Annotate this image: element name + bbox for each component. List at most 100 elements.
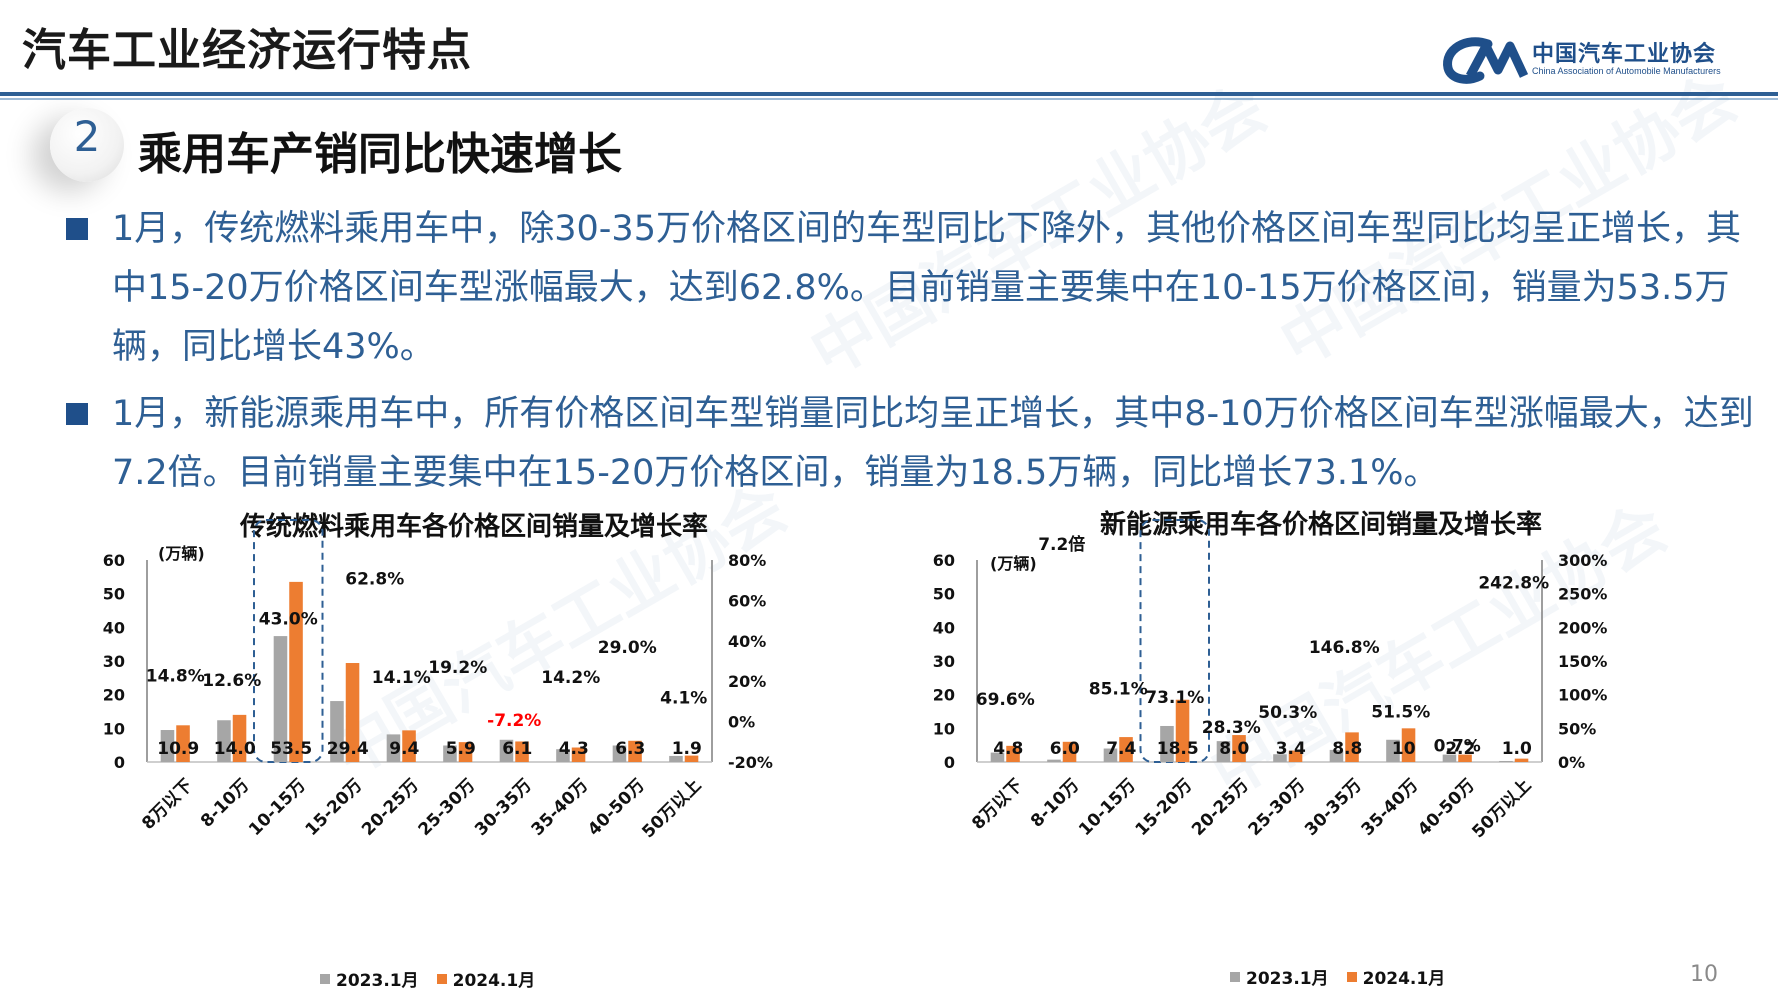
legend-item-2023: 2023.1月 (320, 966, 419, 991)
highlight-box (1139, 519, 1210, 763)
category-label: 8-10万 (197, 775, 253, 831)
bar-2023 (1499, 760, 1513, 762)
right-tick-label: 0% (1558, 753, 1585, 772)
bar-2024 (684, 755, 699, 762)
right-tick-label: -20% (728, 753, 773, 772)
bar-2024 (1175, 699, 1190, 762)
right-tick-label: 200% (1558, 618, 1607, 637)
bar-2023 (386, 734, 401, 762)
data-label: 6.3 (615, 739, 645, 759)
bar-2023 (1442, 754, 1457, 762)
legend-item-2024: 2024.1月 (1346, 964, 1445, 989)
growth-rate-label: 29.0% (598, 638, 657, 658)
bar-2024 (1288, 750, 1303, 762)
bar-2023 (669, 755, 683, 762)
section-number: 2 (73, 112, 101, 161)
right-tick-label: 50% (1558, 719, 1596, 738)
category-label: 50万以上 (1468, 775, 1535, 842)
legend-label: 2023.1月 (1246, 969, 1329, 989)
y-axis-unit: (万辆) (158, 544, 205, 563)
bar-2023 (1273, 754, 1287, 762)
legend-item-2024: 2024.1月 (436, 966, 536, 991)
section-number-bubble (50, 108, 124, 182)
category-label: 25-30万 (1245, 775, 1310, 840)
data-label: 4.3 (559, 739, 589, 759)
right-tick-label: 60% (728, 591, 766, 610)
right-tick-label: 20% (728, 672, 766, 691)
bar-2023 (1103, 748, 1118, 762)
bar-2023 (556, 749, 570, 762)
bar-2023 (217, 720, 231, 762)
y-axis-unit: (万辆) (990, 554, 1037, 573)
square-bullet-icon (66, 403, 88, 425)
data-label: 3.4 (1276, 739, 1306, 759)
bar-2024 (1119, 737, 1133, 762)
left-tick-label: 60 (103, 551, 125, 570)
legend-label: 2024.1月 (452, 971, 536, 991)
data-label: 10.9 (157, 739, 199, 759)
growth-rate-label: 4.1% (660, 688, 707, 708)
bar-2023 (273, 636, 288, 762)
data-label: 1.0 (1502, 739, 1532, 759)
data-label: 9.4 (389, 739, 419, 759)
bar-2023 (1329, 749, 1344, 762)
left-tick-label: 60 (933, 551, 955, 570)
header-rule-light (0, 98, 1778, 100)
page-number: 10 (1690, 962, 1718, 987)
left-tick-label: 40 (103, 618, 125, 637)
category-label: 10-15万 (245, 775, 310, 840)
legend-swatch (1230, 971, 1240, 982)
right-tick-label: 150% (1558, 652, 1607, 671)
growth-rate-label: 43.0% (259, 610, 318, 630)
bullet-list: 1月，传统燃料乘用车中，除30-35万价格区间的车型同比下降外，其他价格区间车型… (62, 200, 1762, 511)
growth-rate-label: 50.3% (1258, 703, 1317, 723)
bar-2023 (990, 752, 1005, 762)
bar-2024 (628, 740, 642, 762)
bar-2023 (1386, 739, 1400, 762)
growth-rate-label: 85.1% (1089, 680, 1148, 700)
bar-2024 (1062, 741, 1077, 762)
legend-swatch (1346, 971, 1357, 982)
category-label: 30-35万 (471, 775, 536, 840)
bar-2024 (1401, 728, 1416, 762)
legend-label: 2023.1月 (336, 971, 419, 991)
data-label: 8.8 (1332, 739, 1362, 759)
bar-2023 (1160, 725, 1174, 762)
category-label: 8万以下 (968, 775, 1027, 834)
right-tick-label: 300% (1558, 551, 1607, 570)
logo-name: 中国汽车工业协会 (1532, 42, 1717, 67)
bar-2024 (458, 742, 473, 762)
category-label: 25-30万 (415, 775, 480, 840)
bar-2024 (289, 581, 303, 762)
right-tick-label: 40% (728, 632, 766, 651)
bar-2023 (1216, 741, 1231, 762)
bar-2023 (612, 745, 627, 762)
legend-swatch (320, 973, 330, 984)
header-rule (0, 92, 1778, 96)
bullet-text: 1月，新能源乘用车中，所有价格区间车型销量同比均呈正增长，其中8-10万价格区间… (112, 394, 1754, 493)
right-tick-label: 100% (1558, 686, 1607, 705)
growth-rate-label: 7.2倍 (1038, 534, 1085, 555)
category-label: 15-20万 (302, 775, 367, 840)
data-label: 2.2 (1445, 739, 1475, 759)
bar-2024 (515, 741, 529, 762)
bar-2024 (571, 747, 586, 762)
growth-rate-label: 73.1% (1145, 688, 1204, 708)
growth-rate-label: 242.8% (1478, 574, 1549, 594)
bar-2024 (232, 714, 247, 762)
left-tick-label: 10 (933, 719, 955, 738)
growth-rate-label: 19.2% (428, 658, 487, 678)
left-tick-label: 10 (103, 719, 125, 738)
section-title: 乘用车产销同比快速增长 (138, 129, 622, 180)
chart-title-ice: 传统燃料乘用车各价格区间销量及增长率 (240, 512, 709, 542)
left-tick-label: 20 (933, 686, 955, 705)
category-label: 8-10万 (1027, 775, 1083, 831)
right-tick-label: 250% (1558, 585, 1607, 604)
left-tick-label: 50 (103, 585, 125, 604)
data-label: 6.0 (1050, 739, 1080, 759)
category-label: 10-15万 (1075, 775, 1140, 840)
data-label: 10 (1392, 739, 1416, 759)
data-label: 1.9 (672, 739, 702, 759)
bar-2023 (160, 730, 175, 762)
bullet-item: 1月，传统燃料乘用车中，除30-35万价格区间的车型同比下降外，其他价格区间车型… (62, 200, 1762, 377)
